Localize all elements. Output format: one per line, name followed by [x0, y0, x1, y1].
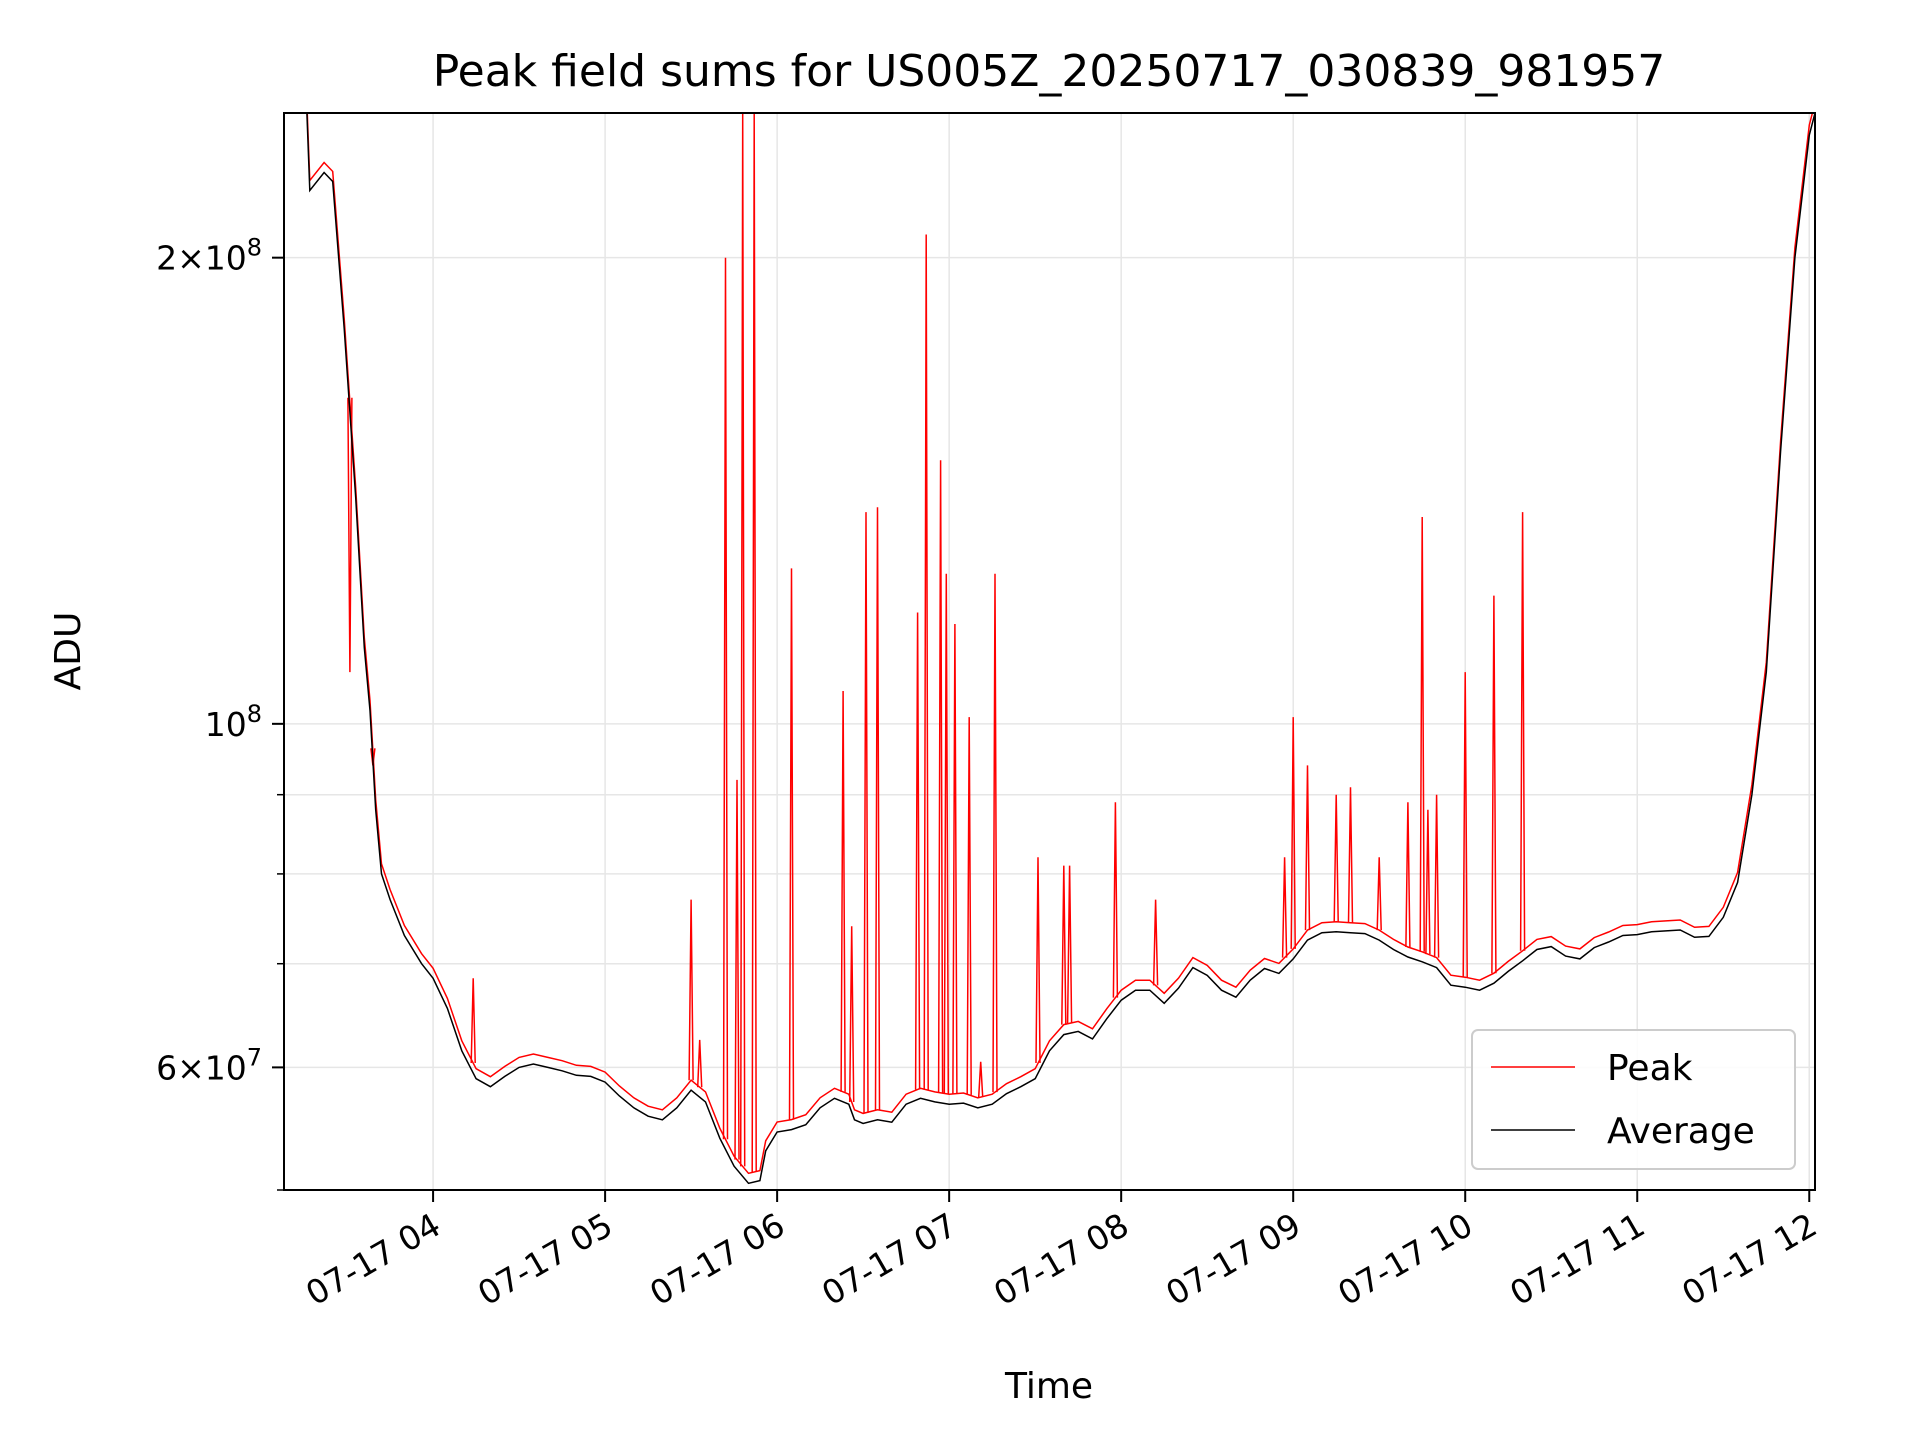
series-line-peak [306, 113, 1814, 1175]
peak-spike [840, 690, 846, 1092]
series-line-average [284, 113, 1815, 1185]
peak-spike [952, 623, 958, 1094]
peak-spike [696, 1039, 703, 1088]
peak-spike [1519, 512, 1526, 951]
y-tick-label: 6×107 [156, 1043, 262, 1087]
peak-spike [1035, 857, 1041, 1064]
peak-spike [1433, 794, 1440, 958]
series-layer [284, 113, 1815, 1185]
y-tick-label: 2×108 [156, 234, 262, 278]
peak-spike [722, 257, 729, 1140]
peak-spike [1152, 899, 1159, 986]
peak-spike [1281, 857, 1288, 958]
plot-frame [283, 112, 1816, 1191]
peak-spike [1304, 765, 1311, 931]
chart-title: Peak field sums for US005Z_20250717_0308… [433, 46, 1666, 97]
peak-spike [914, 612, 921, 1090]
y-axis-label: ADU [48, 612, 89, 691]
peak-spike [1491, 595, 1497, 974]
legend-label-peak: Peak [1607, 1048, 1693, 1089]
peak-spike [788, 568, 795, 1120]
legend: Peak Average [1471, 1029, 1796, 1170]
peak-spike [739, 113, 746, 1167]
y-tick-label: 108 [205, 700, 262, 744]
peak-spike [1376, 857, 1382, 931]
peak-spike [1425, 809, 1431, 955]
peak-spike [1462, 672, 1468, 978]
peak-spike [923, 234, 929, 1090]
peak-spike [347, 397, 353, 673]
peak-spike [470, 978, 476, 1064]
peak-spike [1061, 865, 1067, 1025]
peak-spike [874, 507, 881, 1110]
peak-spike [966, 717, 972, 1095]
peak-spike [977, 1061, 984, 1098]
peak-spike [688, 899, 694, 1081]
peak-spike [734, 779, 740, 1160]
peak-spike [1290, 717, 1296, 949]
peak-spike [1333, 794, 1339, 922]
peak-spike [937, 460, 944, 1093]
y-axis-ticks: 6×107 108 2×108 [156, 234, 284, 1191]
x-axis-label: Time [1004, 1366, 1093, 1407]
peak-spike [848, 926, 855, 1103]
peak-spike [1405, 802, 1411, 948]
peak-spike [992, 573, 998, 1093]
peak-spike [863, 512, 869, 1113]
peak-spike [1419, 516, 1425, 952]
peak-spike [943, 573, 950, 1094]
peak-spike [1347, 787, 1354, 923]
peak-spike [1112, 802, 1119, 998]
legend-box [1471, 1029, 1796, 1170]
peak-spike [751, 113, 757, 1173]
legend-label-average: Average [1607, 1111, 1755, 1152]
peak-spike [1066, 865, 1073, 1024]
